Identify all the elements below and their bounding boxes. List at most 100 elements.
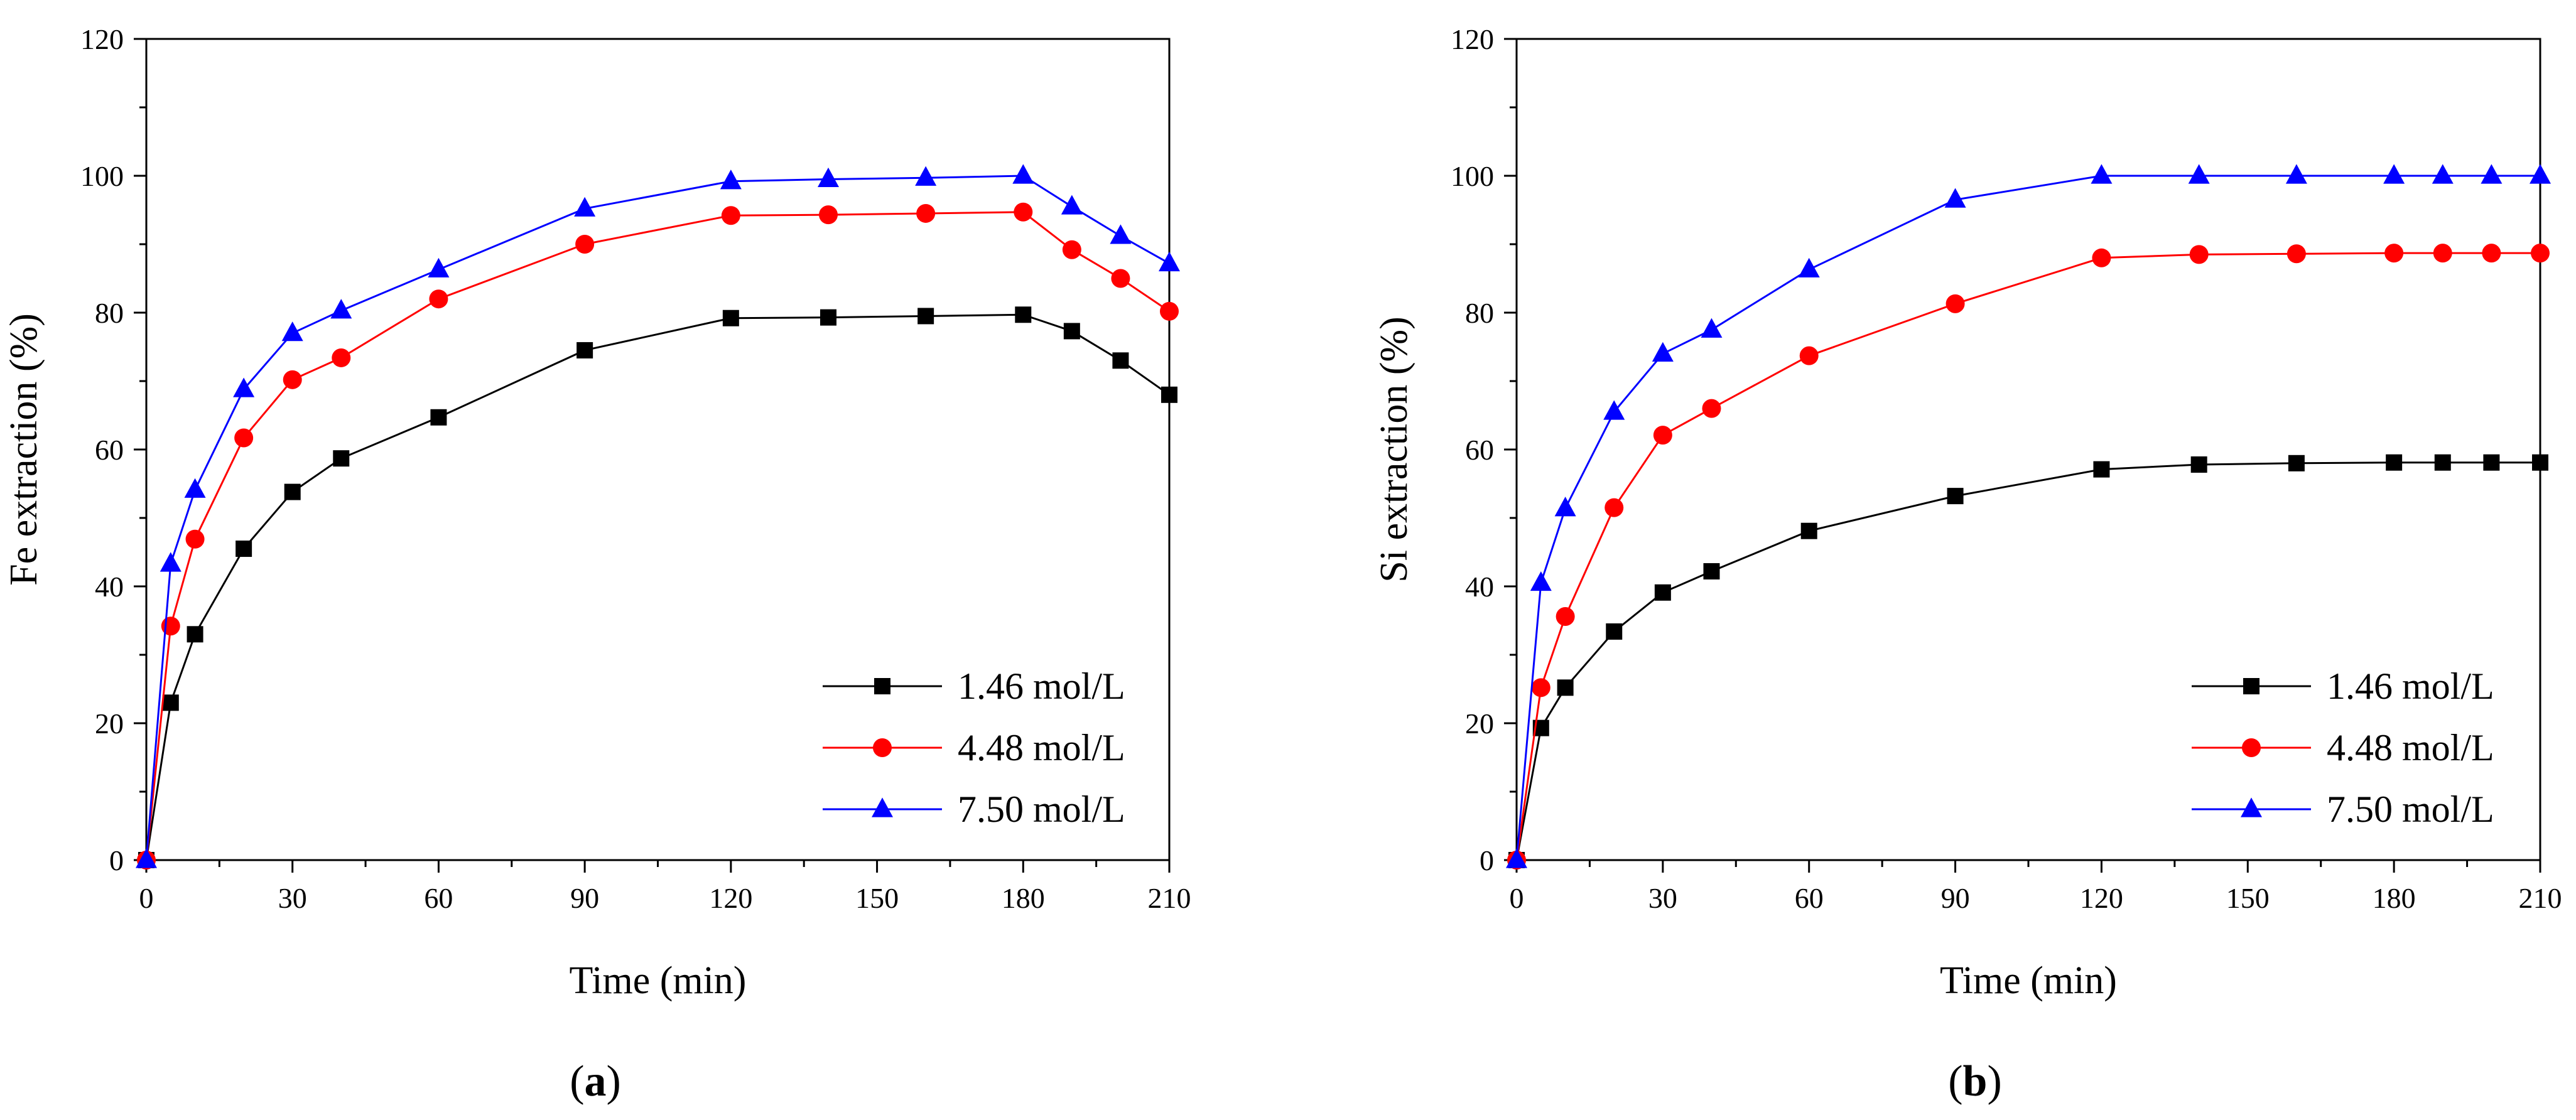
y-tick-label: 80 [1465,297,1494,329]
data-point-series-1 [1557,679,1574,696]
legend-marker [874,678,890,694]
data-point-series-2 [2189,245,2209,264]
y-tick-label: 40 [1465,571,1494,603]
data-point-series-3 [2091,164,2113,184]
data-point-series-2 [1531,678,1550,697]
data-point-series-2 [185,529,205,549]
data-point-series-2 [1556,606,1575,626]
data-point-series-1 [576,342,593,358]
data-point-series-1 [1654,584,1671,601]
legend-label: 1.46 mol/L [2327,665,2494,707]
data-point-series-2 [2092,248,2111,267]
data-point-series-2 [2482,244,2501,263]
data-point-series-2 [1653,426,1672,445]
data-point-series-2 [1160,301,1179,321]
y-tick-label: 40 [95,571,124,603]
data-point-series-3 [1110,224,1132,244]
x-tick-label: 120 [2080,882,2123,914]
x-tick-label: 0 [139,882,154,914]
legend-marker [2241,797,2262,817]
panel-label: (b) [1948,1057,2002,1106]
data-point-series-3 [1530,571,1552,591]
y-axis-label: Fe extraction (%) [3,313,45,586]
data-point-series-3 [2530,164,2551,184]
data-point-series-2 [2286,244,2306,264]
data-point-series-3 [1944,188,1966,208]
x-tick-label: 60 [1795,882,1824,914]
data-point-series-1 [235,541,252,557]
data-point-series-2 [1799,346,1819,365]
y-tick-label: 20 [95,708,124,740]
data-point-series-3 [818,167,839,188]
legend-marker [2242,738,2261,757]
data-point-series-1 [2288,455,2305,471]
x-tick-label: 30 [278,882,307,914]
data-point-series-2 [1605,498,1624,517]
panel-label-open-paren: ( [570,1057,584,1106]
data-point-series-2 [1014,202,1033,222]
data-point-series-3 [1652,342,1674,362]
data-point-series-2 [1702,399,1721,418]
series-line-1 [145,313,1170,861]
data-point-series-1 [1015,306,1032,323]
data-point-series-3 [1554,497,1576,517]
y-tick-label: 20 [1465,708,1494,740]
data-point-series-1 [187,626,203,643]
panel-label-letter: b [1963,1057,1988,1106]
panel-label-close-paren: ) [1987,1057,2001,1106]
data-point-series-3 [720,170,742,190]
data-point-series-2 [916,203,936,223]
x-axis-label: Time (min) [570,959,747,1002]
x-tick-label: 60 [424,882,453,914]
data-point-series-2 [234,428,254,448]
data-point-series-1 [722,310,739,326]
data-point-series-3 [233,377,255,397]
y-tick-label: 60 [1465,434,1494,466]
data-point-series-3 [2432,164,2454,184]
data-point-series-1 [284,483,301,500]
data-point-series-2 [575,235,595,254]
data-point-series-1 [1947,488,1964,505]
data-point-series-3 [1798,257,1820,277]
data-point-series-1 [1161,386,1177,403]
data-point-series-1 [333,450,350,467]
data-point-series-2 [332,348,351,367]
legend-marker [872,797,893,817]
data-point-series-3 [1701,318,1723,338]
y-tick-label: 120 [1451,23,1494,55]
data-point-series-1 [1606,623,1623,640]
data-point-series-1 [1703,563,1720,580]
data-point-series-3 [1506,848,1527,868]
data-point-series-1 [1112,352,1129,369]
data-point-series-1 [2093,461,2110,478]
legend-label: 4.48 mol/L [958,727,1125,768]
data-point-series-1 [2190,456,2207,473]
y-tick-label: 100 [1451,160,1494,192]
data-point-series-2 [1946,294,1965,313]
data-point-series-1 [1063,323,1080,340]
data-point-series-2 [721,206,740,225]
data-point-series-1 [2483,454,2500,471]
legend-marker [873,738,892,757]
x-tick-label: 30 [1648,882,1677,914]
data-point-series-1 [2532,454,2548,471]
data-point-series-2 [2384,244,2404,263]
data-point-series-1 [430,409,447,426]
legend-marker [2243,678,2259,694]
x-tick-label: 180 [2373,882,2416,914]
data-point-series-2 [429,289,448,309]
data-point-series-2 [2531,244,2550,263]
data-point-series-3 [2285,164,2307,184]
x-tick-label: 0 [1510,882,1524,914]
data-point-series-3 [2481,164,2503,184]
data-point-series-1 [2386,454,2403,471]
legend-label: 7.50 mol/L [2327,789,2494,830]
data-point-series-3 [574,197,596,217]
x-tick-label: 180 [1002,882,1045,914]
panel-label-open-paren: ( [1948,1057,1962,1106]
panel-label: (a) [570,1057,621,1106]
data-point-series-2 [283,370,302,389]
y-tick-label: 0 [109,844,124,876]
series-line-2 [1515,252,2540,861]
